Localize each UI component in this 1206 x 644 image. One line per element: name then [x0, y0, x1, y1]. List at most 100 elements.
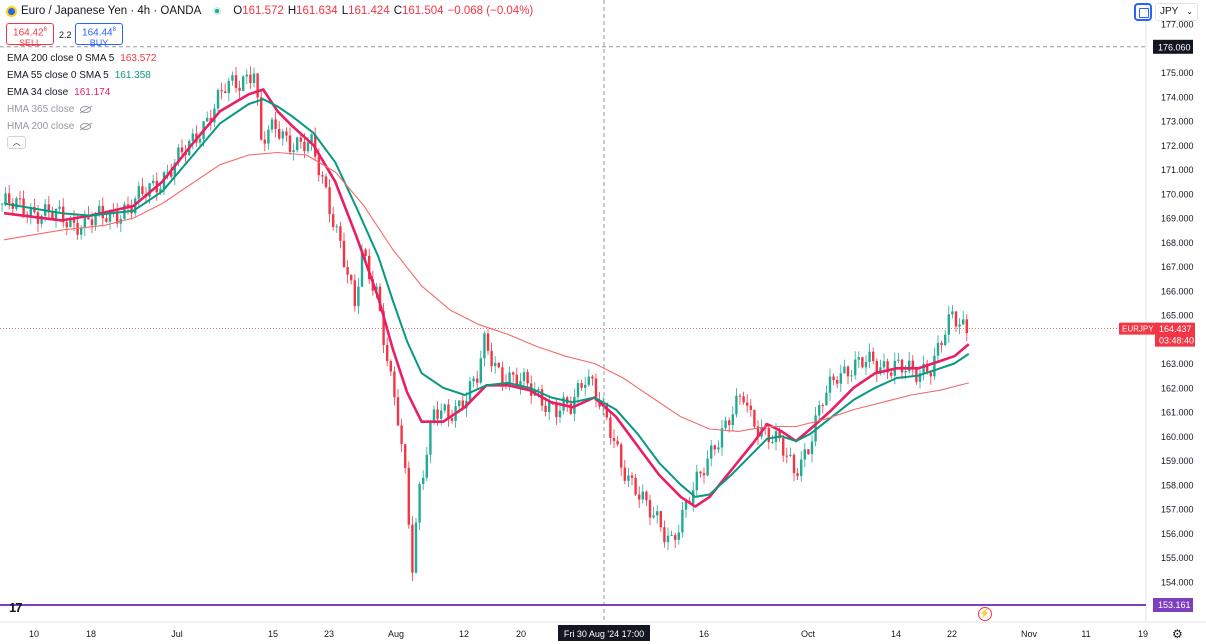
x-tick-label: 16: [699, 629, 709, 639]
y-tick-label: 177.000: [1161, 20, 1194, 30]
y-tick-label: 156.000: [1161, 529, 1194, 539]
candle-body: [868, 351, 871, 363]
candle-body: [148, 183, 151, 197]
candle-body: [357, 286, 360, 307]
candle-body: [897, 359, 900, 361]
symbol-tag: [1119, 322, 1155, 335]
legend-hma200[interactable]: HMA 200 close: [7, 121, 92, 132]
legend-hma365[interactable]: HMA 365 close: [7, 104, 92, 115]
hidden-eye-icon[interactable]: [80, 106, 92, 113]
candle-body: [900, 359, 904, 373]
candle-body: [659, 511, 662, 528]
chevron-down-icon: ⌄: [1186, 7, 1193, 16]
y-tick-label: 163.000: [1161, 359, 1194, 369]
sell-price: 164.42: [13, 27, 44, 39]
legend-ema34-name: EMA 34 close: [7, 87, 69, 98]
candle-body: [440, 410, 443, 419]
candle-body: [735, 395, 738, 415]
candle-body: [350, 274, 353, 281]
y-tick-label: 159.000: [1161, 456, 1194, 466]
candle-body: [872, 351, 875, 361]
candle-body: [746, 402, 749, 406]
x-tick-label: Nov: [1021, 629, 1038, 639]
chart-header: Euro / Japanese Yen · 4h · OANDA O 161.57…: [6, 5, 533, 17]
candle-body: [335, 226, 338, 228]
ohlc-change-value: −0.068 (−0.04%): [447, 5, 534, 17]
candle-body: [515, 374, 518, 387]
sell-label: SELL: [18, 38, 42, 49]
candle-body: [252, 73, 256, 84]
candle-body: [198, 138, 202, 143]
currency-select[interactable]: JPY ⌄: [1155, 3, 1198, 21]
x-tick-label: Jul: [171, 629, 183, 639]
candle-body: [612, 437, 616, 441]
candle-body: [396, 397, 400, 426]
candle-body: [447, 404, 450, 419]
candle-body: [15, 198, 18, 209]
sell-button[interactable]: 164.426 SELL: [6, 23, 54, 49]
legend-ema200-value: 163.572: [120, 53, 157, 64]
candle-body: [753, 409, 756, 427]
candle-body: [713, 445, 716, 450]
legend-ema55-value: 161.358: [114, 70, 151, 81]
buy-button[interactable]: 164.448 BUY: [75, 23, 123, 48]
candle-body: [224, 91, 227, 94]
candle-body: [126, 204, 130, 208]
candle-body: [245, 74, 248, 77]
legend-ema200[interactable]: EMA 200 close 0 SMA 5 163.572: [7, 53, 156, 64]
legend-ema34[interactable]: EMA 34 close 161.174: [7, 87, 110, 98]
candle-body: [958, 324, 961, 327]
crosshair-price-tag: [1153, 39, 1193, 54]
y-tick-label: 154.000: [1161, 577, 1194, 587]
buy-price-pip: 8: [112, 27, 116, 33]
candle-body: [918, 373, 922, 382]
candle-body: [234, 75, 238, 88]
x-tick-label: 18: [86, 629, 96, 639]
spread-value: 2.2: [59, 30, 72, 40]
candle-body: [638, 494, 641, 500]
candle-body: [947, 314, 950, 335]
candle-body: [137, 186, 140, 199]
candle-body: [389, 361, 392, 372]
candle-body: [692, 490, 695, 504]
candle-body: [890, 372, 893, 376]
x-tick-label: 10: [29, 629, 39, 639]
candle-body: [166, 171, 169, 173]
hidden-eye-icon[interactable]: [80, 123, 92, 130]
candle-body: [807, 449, 810, 455]
candle-body: [18, 198, 22, 200]
y-tick-label: 174.000: [1161, 92, 1194, 102]
candle-body: [288, 135, 292, 152]
x-tick-label: 20: [516, 629, 526, 639]
candle-body: [591, 376, 594, 379]
candle-body: [296, 137, 299, 151]
legend-ema200-name: EMA 200 close 0 SMA 5: [7, 53, 115, 64]
candle-body: [270, 119, 274, 130]
lightning-icon[interactable]: ⚡: [978, 607, 992, 621]
candle-body: [65, 222, 68, 228]
candle-body: [940, 342, 943, 346]
candle-body: [54, 208, 58, 220]
candle-body: [180, 147, 184, 153]
candle-body: [328, 187, 331, 215]
legend-ema55-name: EMA 55 close 0 SMA 5: [7, 70, 109, 81]
legend-collapse-button[interactable]: ︿: [7, 136, 26, 149]
y-tick-label: 170.000: [1161, 189, 1194, 199]
candle-body: [645, 491, 648, 501]
candle-body: [796, 473, 799, 477]
x-tick-label: Oct: [801, 629, 816, 639]
candle-body: [422, 477, 425, 484]
symbol-title[interactable]: Euro / Japanese Yen · 4h · OANDA: [21, 5, 202, 17]
y-tick-label: 172.000: [1161, 141, 1194, 151]
chart-settings-square-icon[interactable]: [1134, 3, 1152, 21]
candle-body: [666, 535, 670, 543]
candle-body: [544, 405, 547, 413]
candle-body: [404, 444, 407, 468]
candle-body: [731, 414, 734, 426]
legend-ema55[interactable]: EMA 55 close 0 SMA 5 161.358: [7, 70, 151, 81]
candle-body: [94, 212, 97, 226]
candle-body: [634, 477, 637, 495]
candle-body: [432, 409, 436, 423]
gear-icon[interactable]: ⚙: [1172, 627, 1183, 641]
